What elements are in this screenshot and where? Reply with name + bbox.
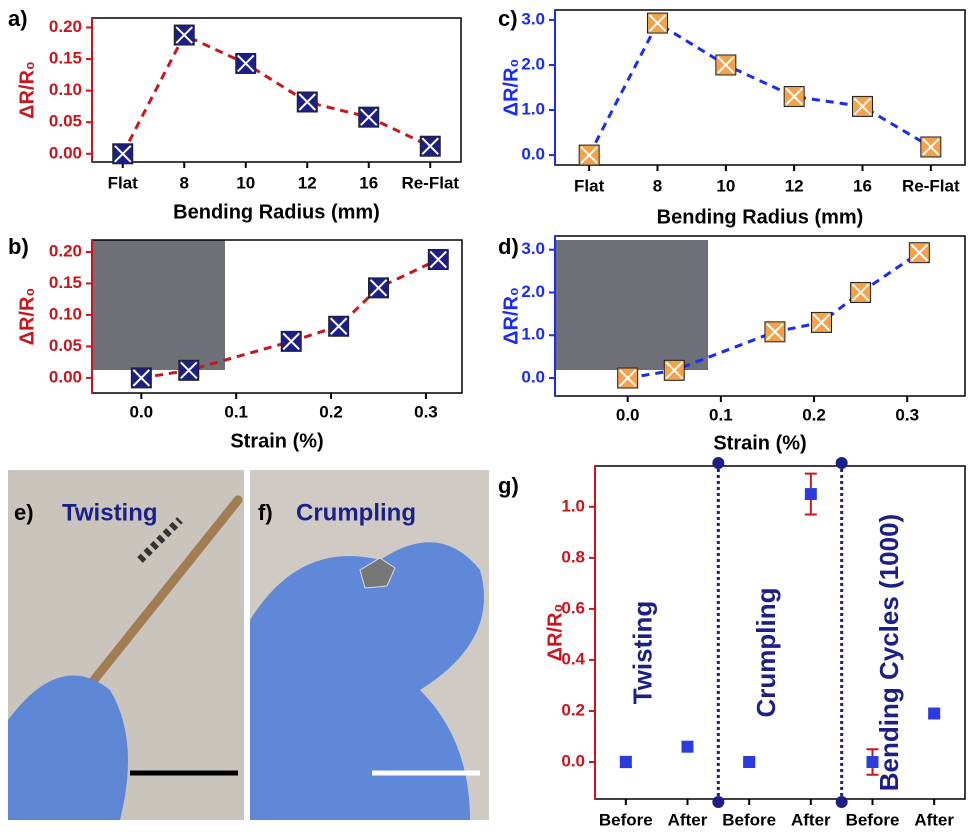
x-tick-label: Before — [722, 810, 776, 829]
y-axis-label: ΔR/R₀ — [16, 61, 38, 119]
x-tick-label: After — [668, 810, 708, 829]
plot-frame — [555, 10, 965, 165]
panel-label: f) — [258, 500, 273, 525]
divider-end — [712, 457, 724, 469]
y-tick-label: 0.4 — [561, 649, 585, 668]
y-tick-label: 1.0 — [521, 100, 545, 119]
x-tick-label: 16 — [359, 173, 378, 192]
x-tick-label: Re-Flat — [902, 176, 960, 195]
y-tick-label: 1.0 — [521, 325, 545, 344]
photo-caption: Twisting — [62, 499, 158, 526]
panel-label: c) — [498, 6, 518, 31]
y-tick-label: 0.2 — [561, 700, 585, 719]
group-label: Bending Cycles (1000) — [874, 514, 904, 791]
marker — [805, 488, 817, 500]
marker — [928, 708, 940, 720]
x-tick-label: After — [791, 810, 831, 829]
y-tick-label: 0.05 — [49, 336, 82, 355]
y-tick-label: 3.0 — [521, 239, 545, 258]
marker — [867, 756, 879, 768]
x-tick-label: Re-Flat — [401, 173, 459, 192]
divider-end — [836, 796, 848, 808]
y-tick-label: 0.10 — [49, 80, 82, 99]
marker — [682, 741, 694, 753]
x-tick-label: 16 — [853, 176, 872, 195]
x-tick-label: Flat — [108, 173, 139, 192]
x-axis-label: Strain (%) — [713, 432, 806, 454]
y-tick-label: 0.20 — [49, 241, 82, 260]
group-label: Crumpling — [751, 588, 781, 718]
y-tick-label: 0.00 — [49, 367, 82, 386]
y-tick-label: 0.05 — [49, 112, 82, 131]
x-tick-label: After — [914, 810, 954, 829]
x-tick-label: 0.3 — [895, 405, 919, 424]
photo-caption: Crumpling — [296, 499, 416, 526]
y-tick-label: 0.0 — [521, 145, 545, 164]
photo-e: e) Twisting — [8, 470, 244, 820]
x-tick-label: 8 — [653, 176, 662, 195]
panel-label: b) — [8, 234, 29, 259]
y-tick-label: 1.0 — [561, 496, 585, 515]
panel-label: a) — [8, 6, 28, 31]
y-tick-label: 0.8 — [561, 547, 585, 566]
y-tick-label: 0.15 — [49, 49, 82, 68]
marker — [620, 756, 632, 768]
x-tick-label: Before — [599, 810, 653, 829]
data-line — [123, 35, 431, 154]
x-axis-label: Bending Radius (mm) — [173, 201, 380, 223]
x-tick-label: Before — [846, 810, 900, 829]
plot-frame — [92, 18, 461, 162]
y-axis-label: ΔR/R₀ — [16, 288, 38, 346]
x-tick-label: 0.2 — [319, 402, 343, 421]
panel-label: g) — [498, 473, 519, 498]
divider-end — [836, 457, 848, 469]
x-tick-label: 8 — [180, 173, 189, 192]
x-tick-label: 0.0 — [130, 402, 154, 421]
y-tick-label: 0.10 — [49, 304, 82, 323]
x-tick-label: 10 — [236, 173, 255, 192]
y-tick-label: 0.20 — [49, 17, 82, 36]
x-tick-label: Flat — [574, 176, 605, 195]
x-tick-label: 10 — [716, 176, 735, 195]
y-tick-label: 2.0 — [521, 282, 545, 301]
marker — [743, 756, 755, 768]
inset-photo — [92, 240, 225, 370]
panel-label: e) — [14, 500, 34, 525]
x-tick-label: 12 — [785, 176, 804, 195]
y-axis-label: ΔR/R₀ — [500, 59, 522, 117]
photo-f: f) Crumpling — [250, 470, 489, 820]
page: e) Twisting f) Crumpling a) ΔR/R₀ Bending … — [0, 0, 969, 834]
x-tick-label: 0.1 — [224, 402, 248, 421]
y-tick-label: 0.00 — [49, 143, 82, 162]
y-axis-label: ΔR/R₀ — [500, 287, 522, 345]
group-label: Twisting — [628, 601, 658, 705]
inset-photo — [555, 240, 708, 370]
y-tick-label: 2.0 — [521, 54, 545, 73]
x-tick-label: 0.2 — [802, 405, 826, 424]
figure: e) Twisting f) Crumpling a) ΔR/R₀ Bending … — [0, 0, 969, 834]
y-tick-label: 0.0 — [521, 368, 545, 387]
x-tick-label: 0.1 — [709, 405, 733, 424]
y-tick-label: 0.6 — [561, 598, 585, 617]
x-axis-label: Bending Radius (mm) — [657, 206, 864, 228]
divider-end — [712, 796, 724, 808]
data-line — [589, 23, 931, 155]
x-axis-label: Strain (%) — [230, 430, 323, 452]
x-tick-label: 0.3 — [414, 402, 438, 421]
y-tick-label: 0.0 — [561, 751, 585, 770]
x-tick-label: 12 — [298, 173, 317, 192]
panel-label: d) — [498, 234, 519, 259]
x-tick-label: 0.0 — [616, 405, 640, 424]
y-tick-label: 0.15 — [49, 273, 82, 292]
y-tick-label: 3.0 — [521, 9, 545, 28]
